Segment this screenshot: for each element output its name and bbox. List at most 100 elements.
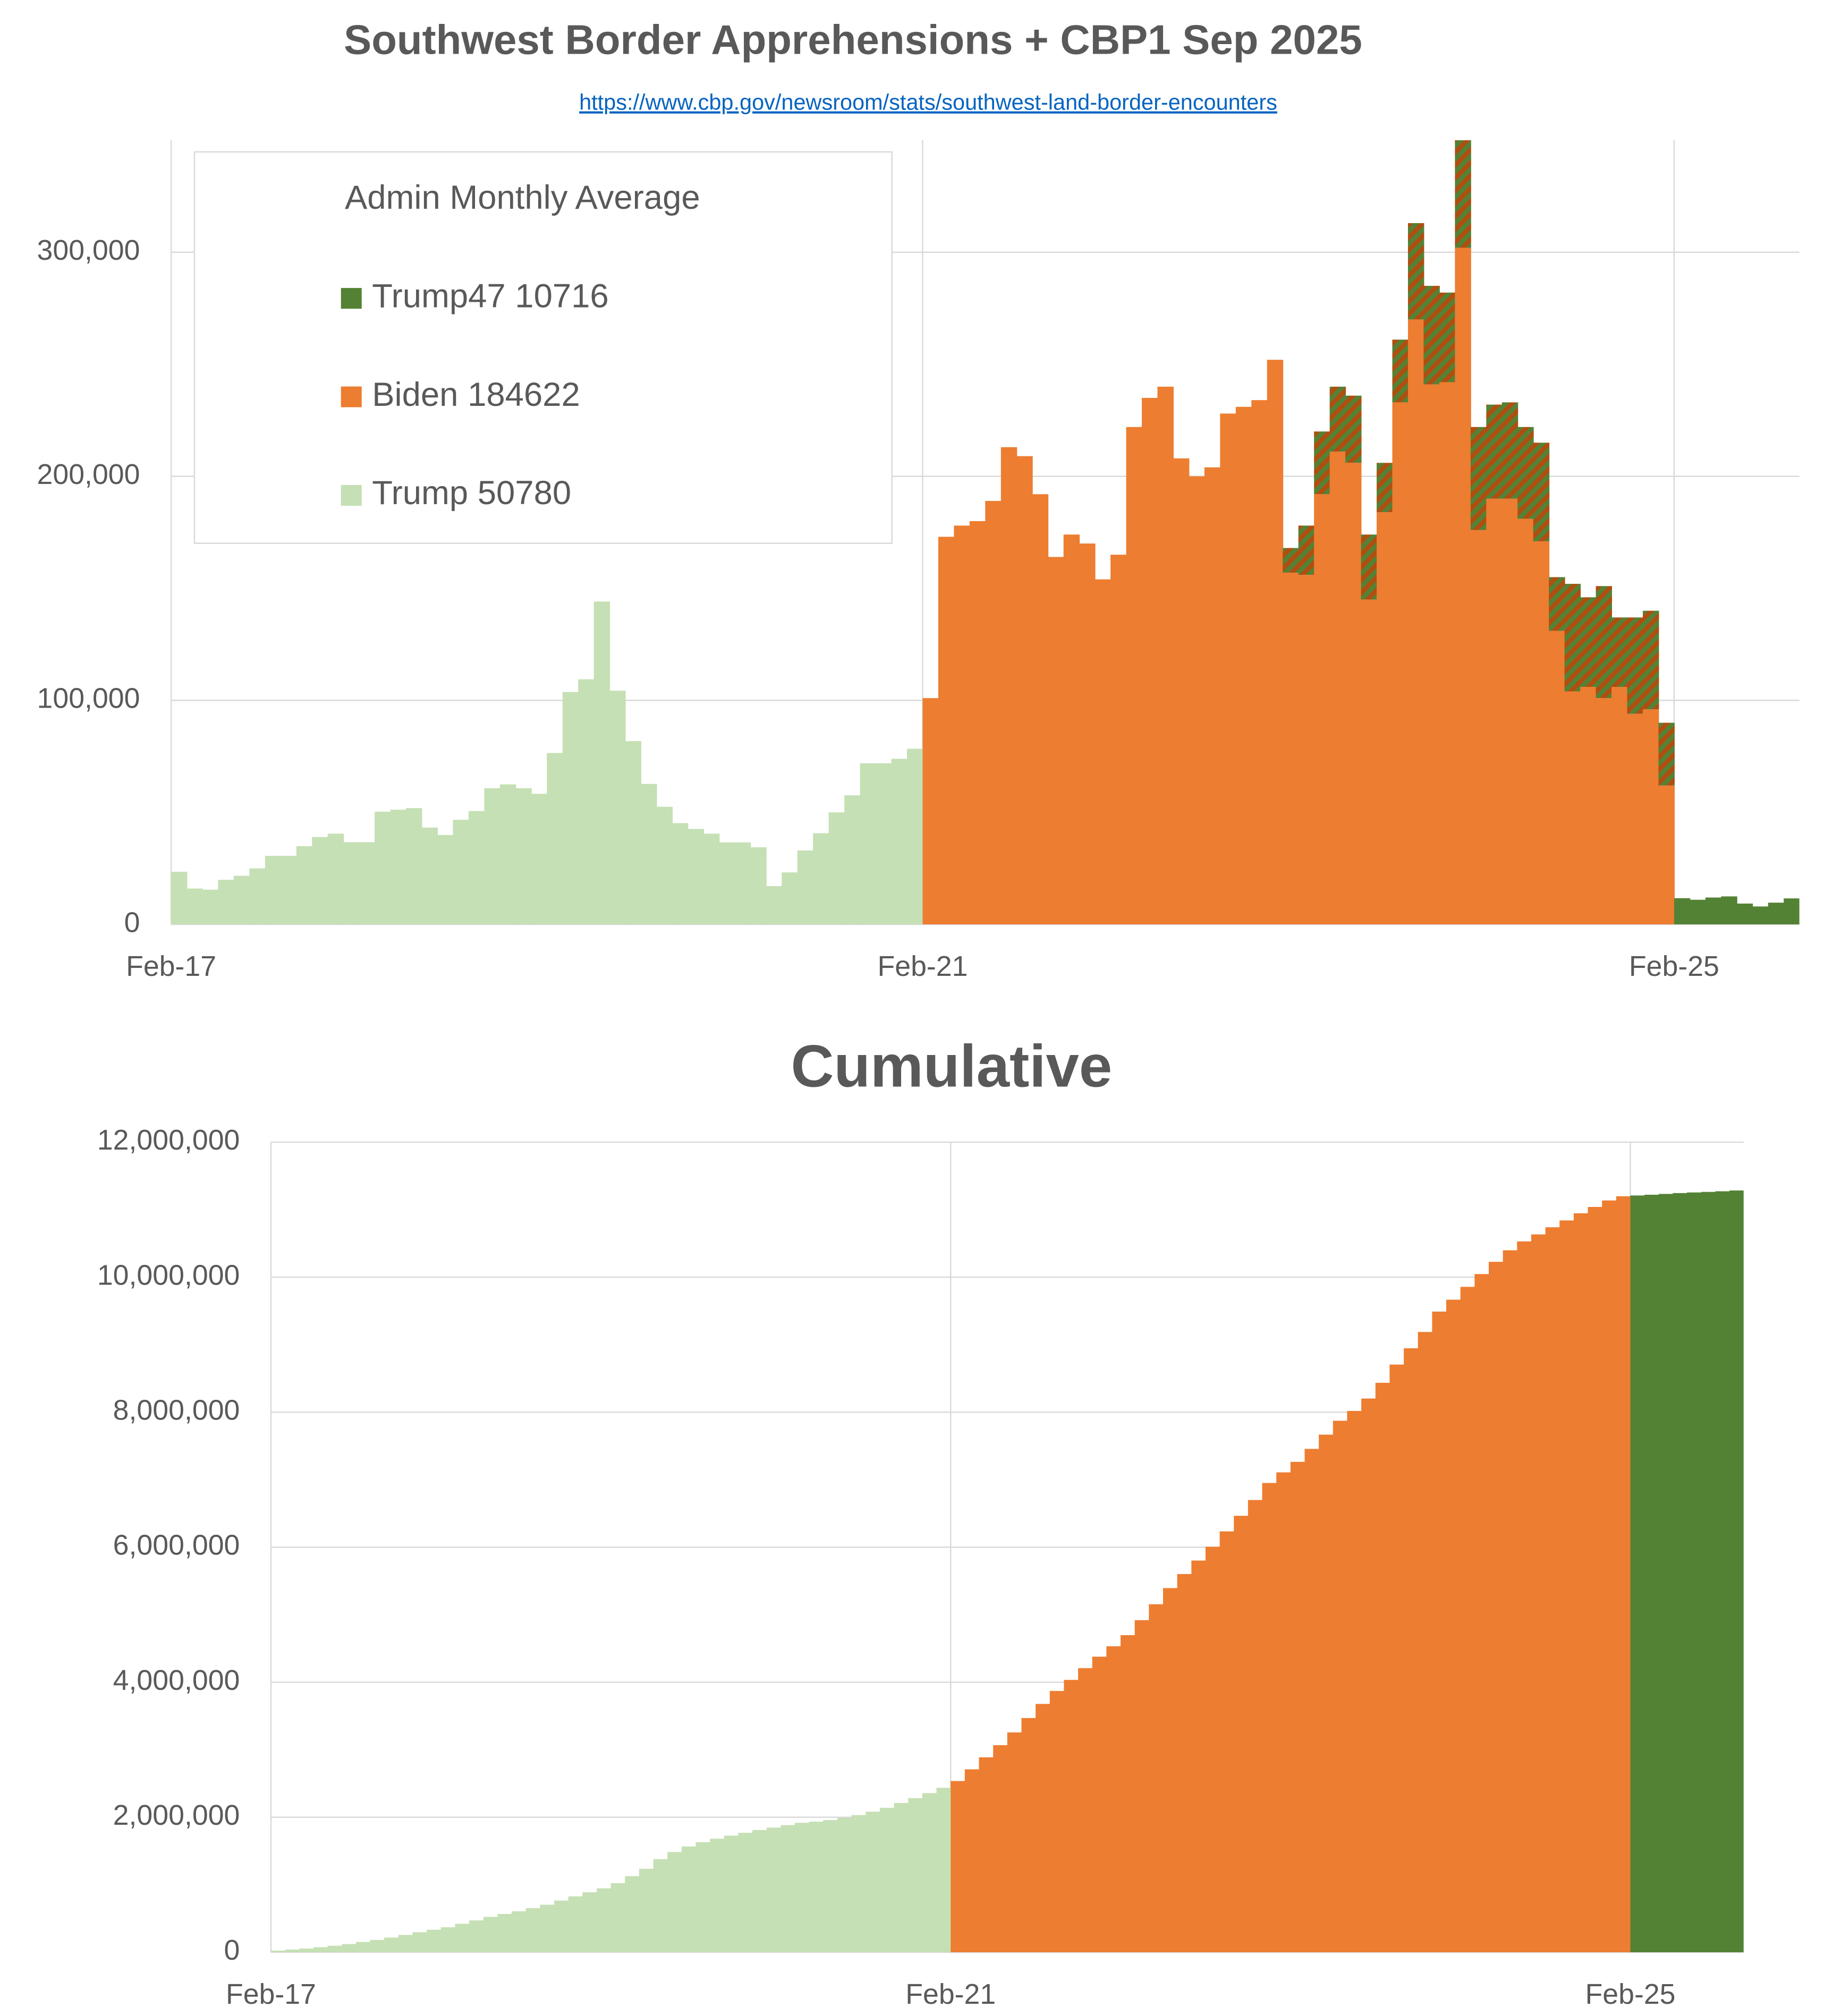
bar [908, 1798, 923, 1952]
bar-hatched [1329, 386, 1346, 452]
bar-hatched [1658, 722, 1675, 786]
bar [582, 1892, 597, 1952]
bar [766, 886, 783, 925]
bar [1644, 1195, 1659, 1952]
bar [1658, 785, 1675, 925]
bar [985, 500, 1002, 925]
bar [531, 794, 548, 925]
bar [656, 806, 673, 925]
bar-hatched [1611, 617, 1628, 687]
y-tick-label: 8,000,000 [113, 1394, 240, 1426]
bar [1134, 1620, 1150, 1952]
bar [894, 1802, 909, 1952]
bar [782, 872, 798, 925]
bar [233, 875, 250, 925]
bar [1319, 1434, 1334, 1952]
legend-swatch [341, 484, 362, 506]
bar [1329, 452, 1346, 925]
bar [1191, 1560, 1206, 1952]
bar [1095, 579, 1112, 925]
bar [593, 601, 610, 925]
bar [1205, 1546, 1220, 1952]
bar [688, 829, 704, 925]
bar [879, 1808, 895, 1952]
bar [1588, 1206, 1603, 1952]
bar-hatched [1486, 404, 1503, 499]
bar [752, 1830, 767, 1952]
bar [547, 753, 563, 925]
bar [1235, 406, 1252, 925]
bar [823, 1820, 838, 1952]
bar [1032, 494, 1049, 925]
bar [1768, 903, 1785, 925]
bar [299, 1949, 314, 1952]
bar [672, 823, 689, 925]
bar [1234, 1516, 1249, 1952]
bar [384, 1937, 399, 1952]
bar [1392, 402, 1409, 925]
bar [270, 1951, 286, 1952]
legend-label: Trump 50780 [372, 474, 571, 512]
bar [342, 1944, 357, 1952]
bar [497, 1913, 513, 1952]
bar [809, 1822, 824, 1952]
bar [540, 1904, 555, 1952]
bar [1163, 1588, 1178, 1952]
x-tick-label: Feb-17 [226, 1978, 316, 2010]
bar [1248, 1500, 1263, 1952]
bar-hatched [1345, 395, 1362, 463]
legend-label: Trump47 10716 [372, 277, 608, 314]
bar [499, 784, 516, 925]
bar [343, 842, 360, 925]
bar [860, 763, 877, 925]
bar-hatched [1439, 292, 1456, 382]
bar [568, 1896, 583, 1952]
bar [1219, 1531, 1235, 1952]
bar [851, 1815, 867, 1952]
bar [625, 741, 642, 925]
bar [1488, 1262, 1504, 1952]
y-tick-label: 4,000,000 [113, 1664, 240, 1696]
bar [596, 1888, 612, 1952]
bar [406, 808, 422, 925]
bar [681, 1846, 697, 1952]
bar [1446, 1299, 1461, 1952]
bar [1283, 572, 1299, 925]
bar [1078, 1668, 1093, 1952]
source-link[interactable]: https://www.cbp.gov/newsroom/stats/south… [579, 90, 1277, 115]
bar [1439, 382, 1456, 925]
bar [1121, 1635, 1135, 1952]
x-tick-label: Feb-25 [1629, 950, 1719, 982]
bar [186, 888, 203, 925]
bar [218, 880, 234, 925]
bars [270, 1190, 1744, 1952]
legend-title: Admin Monthly Average [345, 179, 700, 216]
bar [359, 842, 376, 925]
bar [1345, 463, 1362, 925]
bar [876, 763, 892, 925]
y-tick-label: 6,000,000 [113, 1529, 240, 1561]
legend-swatch [341, 288, 362, 309]
y-tick-label: 10,000,000 [97, 1259, 240, 1291]
bar [1189, 476, 1205, 925]
bar [1092, 1656, 1107, 1952]
y-tick-label: 0 [124, 906, 140, 938]
bar-hatched [1501, 402, 1518, 499]
bar [922, 698, 939, 925]
bar-hatched [1580, 597, 1597, 687]
bar [951, 1781, 965, 1952]
bar [936, 1788, 952, 1952]
y-tick-label: 200,000 [37, 458, 140, 490]
bar-hatched [1298, 525, 1315, 575]
bar [1580, 687, 1597, 925]
bar [866, 1811, 880, 1952]
bar-hatched [1361, 534, 1378, 600]
bar-hatched [1392, 339, 1409, 403]
bar [719, 842, 735, 925]
bar [375, 811, 391, 925]
bar [993, 1745, 1008, 1952]
bar [1674, 898, 1691, 925]
y-tick-label: 100,000 [37, 683, 140, 714]
